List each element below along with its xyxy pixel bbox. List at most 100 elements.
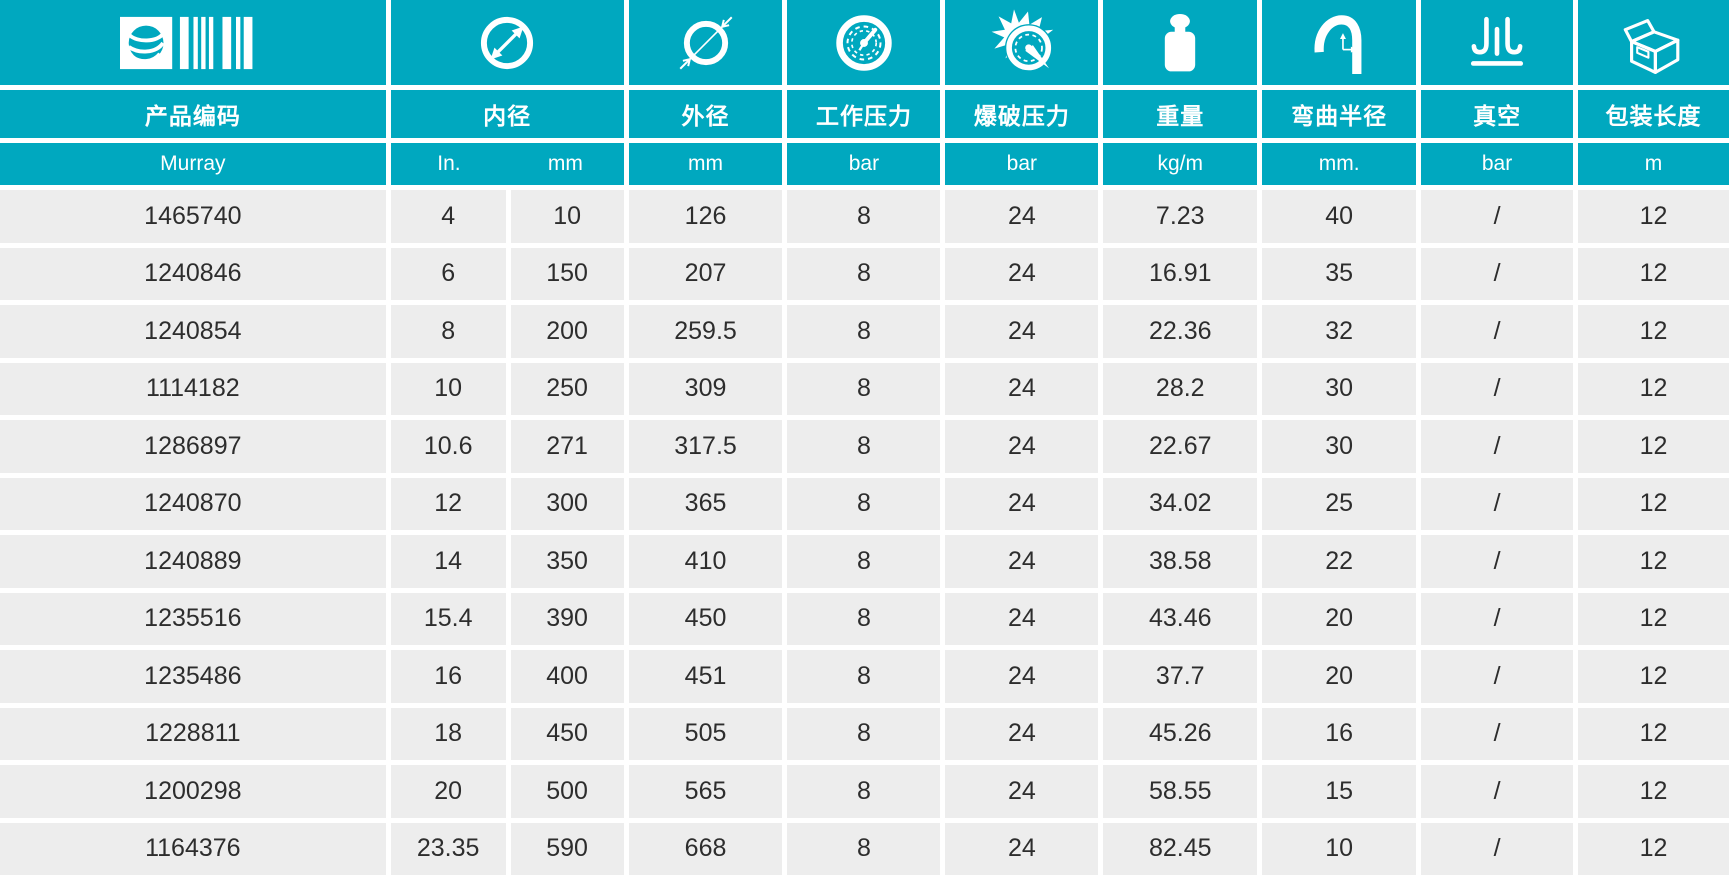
table-cell: 12 xyxy=(1578,420,1729,473)
table-cell: 22.36 xyxy=(1103,305,1258,358)
unit-text: bar xyxy=(1006,152,1038,175)
table-cell: 390 xyxy=(510,592,624,645)
table-cell: 24 xyxy=(945,190,1099,243)
table-cell: 12 xyxy=(1578,592,1729,645)
table-cell: 500 xyxy=(510,765,624,818)
unit-inner-diameter: In. mm xyxy=(390,143,624,185)
table-cell: 12 xyxy=(1578,190,1729,243)
table-cell: 24 xyxy=(945,765,1099,818)
table-cell: 8 xyxy=(787,592,941,645)
column-header-working-pressure xyxy=(787,0,941,85)
table-cell: 8 xyxy=(787,650,941,703)
table-cell: 10 xyxy=(510,190,624,243)
unit-text: mm xyxy=(688,152,724,175)
column-label-text: 包装长度 xyxy=(1605,103,1702,129)
table-cell: / xyxy=(1421,535,1574,588)
column-header-weight xyxy=(1103,0,1258,85)
table-cell: 451 xyxy=(628,650,783,703)
table-cell: 35 xyxy=(1262,247,1417,300)
column-label-text: 真空 xyxy=(1473,103,1522,129)
table-cell: 20 xyxy=(1262,650,1417,703)
table-cell: 4 xyxy=(390,190,506,243)
table-cell: 16.91 xyxy=(1103,247,1258,300)
column-label-packing-length: 包装长度 xyxy=(1578,90,1729,138)
table-cell: 24 xyxy=(945,535,1099,588)
table-cell: 1235486 xyxy=(0,650,386,703)
table-cell: 126 xyxy=(628,190,783,243)
table-cell: 38.58 xyxy=(1103,535,1258,588)
unit-working-pressure: bar xyxy=(787,143,941,185)
column-label-text: 爆破压力 xyxy=(973,103,1070,129)
table-cell: 207 xyxy=(628,247,783,300)
working-pressure-gauge-icon xyxy=(836,14,892,71)
column-label-text: 弯曲半径 xyxy=(1291,103,1388,129)
table-cell: 32 xyxy=(1262,305,1417,358)
table-cell: 12 xyxy=(1578,362,1729,415)
table-cell: 1240870 xyxy=(0,477,386,530)
table-cell: 1235516 xyxy=(0,592,386,645)
table-cell: 400 xyxy=(510,650,624,703)
table-cell: 18 xyxy=(390,707,506,760)
table-cell: 16 xyxy=(1262,707,1417,760)
table-cell: 10 xyxy=(1262,822,1417,875)
outer-diameter-icon xyxy=(679,16,732,69)
column-header-product-code xyxy=(0,0,386,85)
table-cell: 24 xyxy=(945,362,1099,415)
table-cell: 20 xyxy=(390,765,506,818)
unit-burst-pressure: bar xyxy=(945,143,1099,185)
table-cell: 12 xyxy=(1578,247,1729,300)
table-cell: 1240854 xyxy=(0,305,386,358)
table-cell: 10 xyxy=(390,362,506,415)
table-cell: 22.67 xyxy=(1103,420,1258,473)
table-cell: 30 xyxy=(1262,362,1417,415)
table-cell: 30 xyxy=(1262,420,1417,473)
vacuum-icon xyxy=(1470,16,1524,66)
table-cell: 8 xyxy=(787,477,941,530)
table-cell: 12 xyxy=(1578,535,1729,588)
column-header-bend-radius xyxy=(1262,0,1417,85)
table-cell: / xyxy=(1421,362,1574,415)
table-cell: 1286897 xyxy=(0,420,386,473)
burst-pressure-icon xyxy=(991,8,1054,72)
column-label-text: 工作压力 xyxy=(815,103,912,129)
table-cell: 12 xyxy=(1578,477,1729,530)
unit-text: mm. xyxy=(1318,152,1360,175)
table-cell: / xyxy=(1421,822,1574,875)
table-cell: 200 xyxy=(510,305,624,358)
table-cell: 14 xyxy=(390,535,506,588)
unit-outer-diameter: mm xyxy=(628,143,783,185)
table-cell: 40 xyxy=(1262,190,1417,243)
table-cell: 45.26 xyxy=(1103,707,1258,760)
barcode-icon xyxy=(120,16,253,69)
table-cell: 317.5 xyxy=(628,420,783,473)
column-label-burst-pressure: 爆破压力 xyxy=(945,90,1099,138)
table-cell: 8 xyxy=(390,305,506,358)
table-cell: 24 xyxy=(945,247,1099,300)
table-cell: 8 xyxy=(787,247,941,300)
table-cell: 24 xyxy=(945,822,1099,875)
table-cell: 20 xyxy=(1262,592,1417,645)
table-cell: 505 xyxy=(628,707,783,760)
table-cell: 450 xyxy=(510,707,624,760)
table-cell: 8 xyxy=(787,305,941,358)
column-header-outer-diameter xyxy=(628,0,783,85)
unit-text: bar xyxy=(848,152,880,175)
table-cell: 24 xyxy=(945,420,1099,473)
table-cell: 1114182 xyxy=(0,362,386,415)
table-cell: 259.5 xyxy=(628,305,783,358)
table-cell: 28.2 xyxy=(1103,362,1258,415)
unit-inner-diameter-mm: mm xyxy=(547,152,583,175)
table-cell: 590 xyxy=(510,822,624,875)
column-header-burst-pressure xyxy=(945,0,1099,85)
unit-text: kg/m xyxy=(1157,152,1204,175)
table-cell: 24 xyxy=(945,305,1099,358)
table-cell: 1240846 xyxy=(0,247,386,300)
table-cell: / xyxy=(1421,477,1574,530)
table-cell: 58.55 xyxy=(1103,765,1258,818)
table-cell: / xyxy=(1421,650,1574,703)
table-cell: 1228811 xyxy=(0,707,386,760)
table-cell: 271 xyxy=(510,420,624,473)
table-cell: 350 xyxy=(510,535,624,588)
table-cell: 24 xyxy=(945,477,1099,530)
